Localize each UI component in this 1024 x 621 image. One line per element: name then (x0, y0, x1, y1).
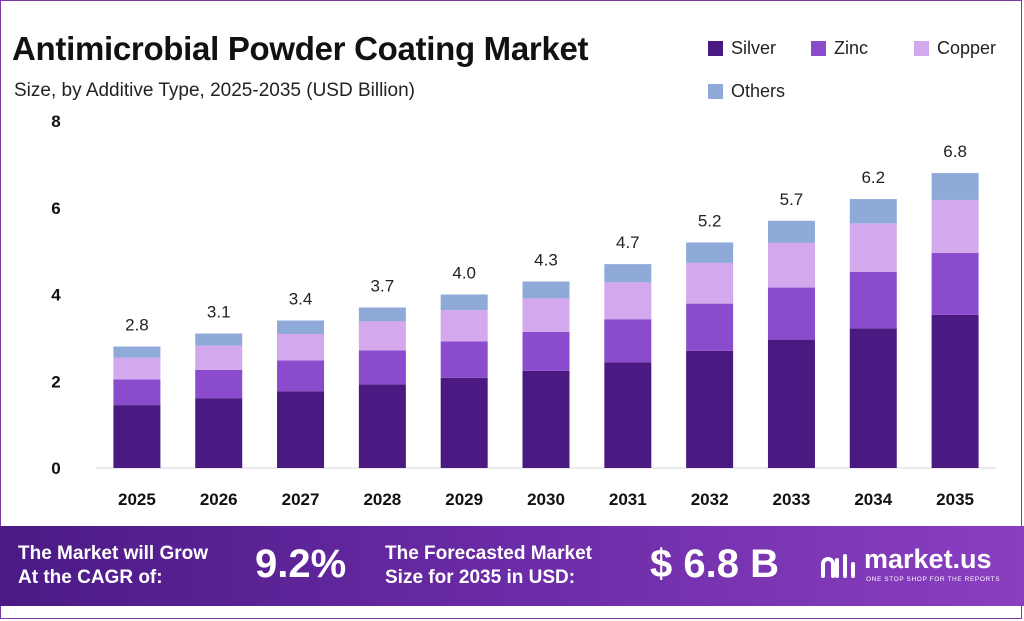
y-tick-label: 4 (51, 286, 61, 305)
legend-label-zinc: Zinc (834, 38, 869, 58)
y-tick-label: 0 (51, 459, 60, 478)
legend-label-others: Others (731, 81, 786, 101)
bar-segment-copper (358, 321, 406, 351)
y-tick-label: 2 (51, 372, 60, 391)
legend-swatch-copper (914, 41, 929, 56)
x-tick-label: 2027 (282, 490, 320, 509)
x-tick-label: 2028 (363, 490, 401, 509)
x-tick-label: 2029 (445, 490, 483, 509)
x-tick-label: 2033 (773, 490, 811, 509)
bar-segment-zinc (358, 350, 406, 385)
legend-swatch-zinc (811, 41, 826, 56)
bar-segment-copper (931, 199, 979, 253)
bar-segment-others (440, 294, 488, 311)
x-tick-label: 2032 (691, 490, 729, 509)
bar-segment-silver (195, 398, 243, 468)
data-label-total: 3.4 (289, 290, 313, 309)
footer-banner: The Market will Grow At the CAGR of: 9.2… (0, 526, 1024, 606)
data-label-total: 3.7 (371, 277, 395, 296)
bar-segment-silver (767, 339, 815, 468)
data-label-total: 4.3 (534, 250, 558, 269)
bar-segment-zinc (522, 331, 570, 371)
chart-subtitle: Size, by Additive Type, 2025-2035 (USD B… (14, 80, 415, 101)
bar-segment-others (849, 199, 897, 224)
cagr-label-line2: At the CAGR of: (18, 567, 163, 588)
bar-segment-others (522, 281, 570, 299)
bar-segment-copper (277, 333, 325, 361)
bar-segment-zinc (686, 303, 734, 351)
bar-segment-zinc (849, 271, 897, 329)
bar-segment-silver (849, 328, 897, 468)
data-label-total: 4.0 (452, 264, 476, 283)
bar-segment-others (931, 173, 979, 200)
bar-segment-silver (440, 377, 488, 468)
data-label-total: 6.8 (943, 142, 967, 161)
bar-segment-others (358, 307, 406, 322)
bar-segment-others (767, 220, 815, 243)
x-tick-label: 2035 (936, 490, 974, 509)
forecast-label: The Forecasted Market Size for 2035 in U… (385, 542, 592, 590)
x-tick-label: 2026 (200, 490, 238, 509)
bar-segment-zinc (195, 369, 243, 399)
legend-label-silver: Silver (731, 38, 777, 58)
bar-segment-zinc (767, 287, 815, 340)
bar-segment-silver (931, 314, 979, 468)
x-tick-label: 2025 (118, 490, 156, 509)
forecast-label-line2: Size for 2035 in USD: (385, 567, 576, 588)
bar-segment-copper (522, 298, 570, 332)
cagr-value: 9.2% (255, 542, 347, 586)
data-label-total: 6.2 (861, 168, 885, 187)
legend-swatch-silver (708, 41, 723, 56)
chart-plot: 0 2 4 6 8 2.8 2025 3.1 2026 3.4 2027 3.7 2028 4.0 2029… (51, 112, 996, 509)
legend-swatch-others (708, 84, 723, 99)
legend-label-copper: Copper (937, 38, 997, 58)
legend-item-silver: Silver (708, 38, 776, 59)
bar-segment-copper (604, 282, 652, 320)
y-tick-label: 6 (51, 199, 60, 218)
data-label-total: 5.7 (780, 190, 804, 209)
cagr-label: The Market will Grow At the CAGR of: (18, 542, 208, 590)
bar-segment-zinc (440, 341, 488, 378)
bar-segment-silver (113, 405, 161, 468)
forecast-label-line1: The Forecasted Market (385, 543, 592, 564)
x-tick-label: 2034 (854, 490, 892, 509)
bar-segment-others (686, 242, 734, 263)
brand-name: market.us (864, 544, 992, 574)
legend-item-zinc: Zinc (811, 38, 868, 59)
bar-segment-silver (604, 362, 652, 468)
y-tick-label: 8 (51, 112, 60, 131)
bar-segment-zinc (113, 379, 161, 406)
bar-segment-copper (113, 357, 161, 380)
cagr-label-line1: The Market will Grow (18, 543, 209, 564)
bar-segment-silver (358, 384, 406, 468)
legend-item-copper: Copper (914, 38, 996, 59)
x-tick-label: 2031 (609, 490, 647, 509)
bar-segment-zinc (931, 252, 979, 315)
bar-segment-silver (522, 370, 570, 468)
bar-segment-others (604, 264, 652, 283)
bar-segment-copper (440, 310, 488, 342)
bar-segment-others (277, 320, 325, 334)
x-tick-label: 2030 (527, 490, 565, 509)
market-us-logo-icon (821, 554, 855, 578)
bar-segment-zinc (277, 360, 325, 392)
bar-segment-silver (277, 391, 325, 468)
bar-segment-copper (686, 262, 734, 304)
legend-item-others: Others (708, 81, 785, 102)
bar-segment-copper (767, 242, 815, 288)
bar-segment-others (195, 333, 243, 346)
data-label-total: 2.8 (125, 316, 149, 335)
bar-segment-zinc (604, 319, 652, 363)
bar-segment-copper (195, 345, 243, 370)
brand-tagline: ONE STOP SHOP FOR THE REPORTS (866, 576, 1001, 583)
chart-title: Antimicrobial Powder Coating Market (12, 30, 589, 67)
bar-segment-others (113, 346, 161, 358)
data-label-total: 3.1 (207, 303, 231, 322)
bar-segment-copper (849, 223, 897, 272)
data-label-total: 4.7 (616, 233, 640, 252)
forecast-value: $ 6.8 B (650, 542, 779, 586)
data-label-total: 5.2 (698, 211, 722, 230)
bar-segment-silver (686, 350, 734, 468)
